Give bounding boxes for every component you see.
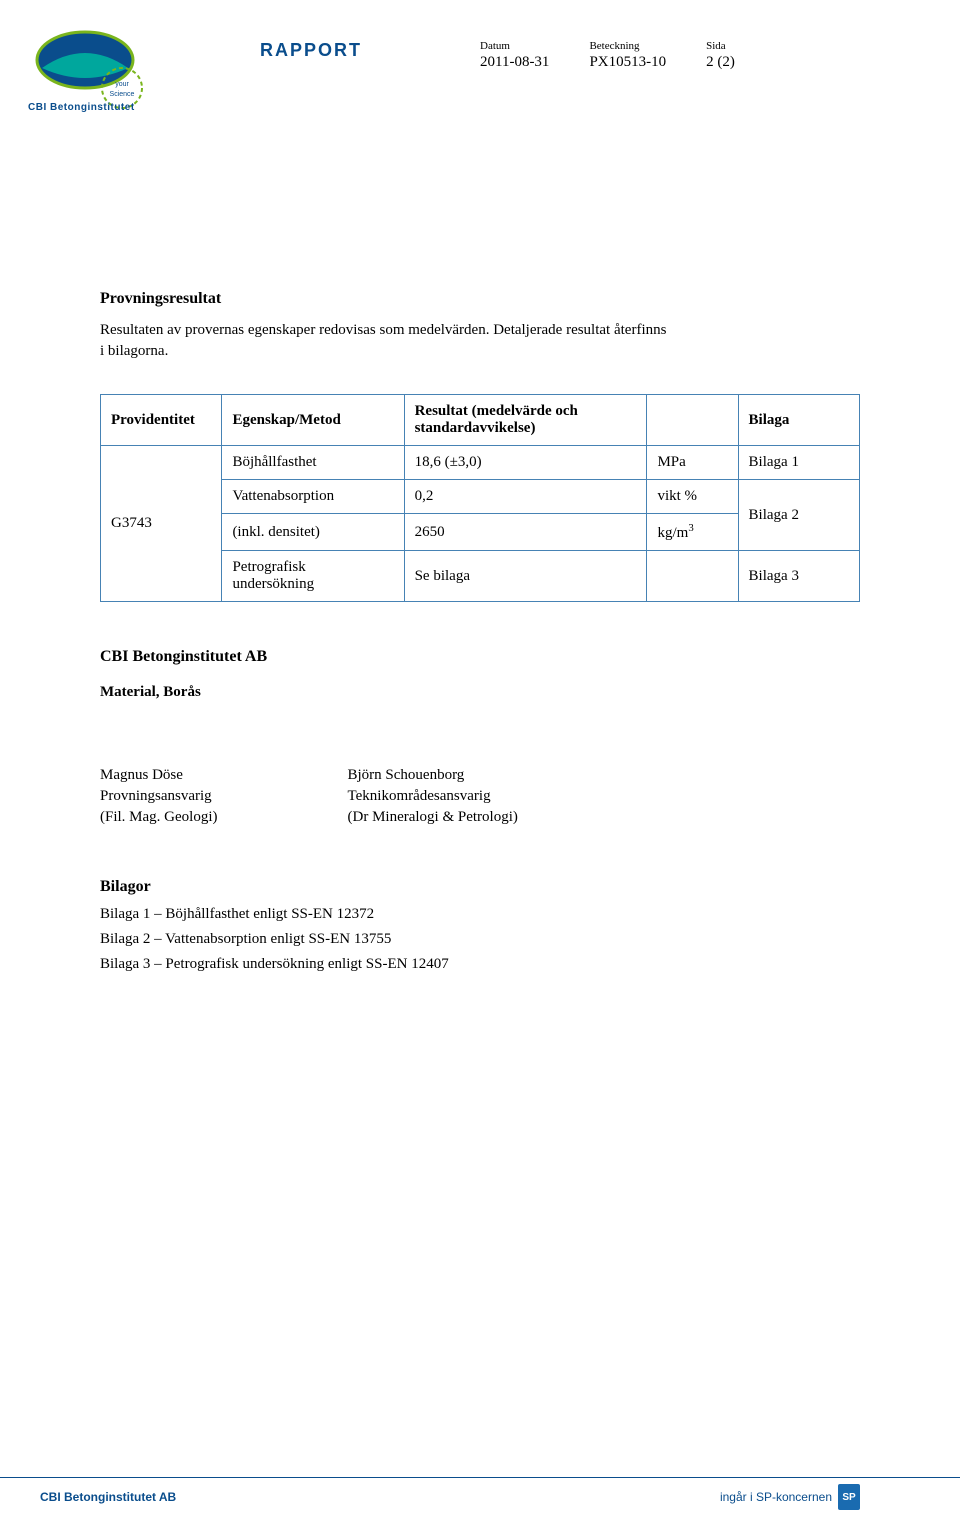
cell-prop-line: undersökning [232,576,314,592]
th-providentitet: Providentitet [101,395,222,446]
meta-value-beteckning: PX10513-10 [589,54,666,71]
cell-unit [647,551,738,602]
sign-title: (Dr Mineralogi & Petrologi) [348,807,518,828]
logo-text: CBI Betonginstitutet [28,102,135,113]
sp-badge-icon: SP [838,1484,860,1510]
results-table: Providentitet Egenskap/Metod Resultat (m… [100,394,860,602]
page-content: your Science CBI Betonginstitutet RAPPOR… [0,0,960,973]
cell-res: Se bilaga [404,551,647,602]
signature-left: Magnus Döse Provningsansvarig (Fil. Mag.… [100,765,218,828]
table-row: G3743 Böjhållfasthet 18,6 (±3,0) MPa Bil… [101,446,860,480]
cell-unit: vikt % [647,480,738,514]
cell-bilaga: Bilaga 2 [738,480,859,551]
meta-sida: Sida 2 (2) [706,40,735,71]
org-name: CBI Betonginstitutet AB [100,648,860,666]
cell-prop: (inkl. densitet) [222,514,404,551]
cell-bilaga: Bilaga 1 [738,446,859,480]
sign-role: Provningsansvarig [100,786,218,807]
intro-line: i bilagorna. [100,343,168,359]
meta-value-datum: 2011-08-31 [480,54,549,71]
cell-bilaga: Bilaga 3 [738,551,859,602]
sign-title: (Fil. Mag. Geologi) [100,807,218,828]
attachments-section: Bilagor Bilaga 1 – Böjhållfasthet enligt… [100,878,860,973]
attachments-heading: Bilagor [100,878,860,896]
cell-prop: Vattenabsorption [222,480,404,514]
sign-role: Teknikområdesansvarig [348,786,518,807]
org-dept: Material, Borås [100,684,860,701]
cell-unit-sup: 3 [688,522,693,534]
intro-paragraph: Resultaten av provernas egenskaper redov… [100,320,860,362]
cell-prop: Petrografisk undersökning [222,551,404,602]
attachment-item: Bilaga 2 – Vattenabsorption enligt SS-EN… [100,931,860,948]
report-title: RAPPORT [260,40,480,61]
footer-right-text: ingår i SP-koncernen [720,1490,832,1504]
cell-unit-text: kg/m [657,525,688,541]
page-footer: CBI Betonginstitutet AB ingår i SP-konce… [0,1477,960,1510]
cell-providentitet: G3743 [101,446,222,602]
cell-unit: kg/m3 [647,514,738,551]
meta-datum: Datum 2011-08-31 [480,40,549,71]
attachment-item: Bilaga 3 – Petrografisk undersökning enl… [100,956,860,973]
cell-res: 18,6 (±3,0) [404,446,647,480]
sign-name: Magnus Döse [100,765,218,786]
th-bilaga: Bilaga [738,395,859,446]
svg-text:your: your [115,81,129,88]
th-unit [647,395,738,446]
table-header-row: Providentitet Egenskap/Metod Resultat (m… [101,395,860,446]
meta-label-sida: Sida [706,40,735,52]
org-block: CBI Betonginstitutet AB Material, Borås [100,648,860,701]
footer-right: ingår i SP-koncernen SP [720,1484,860,1510]
meta-beteckning: Beteckning PX10513-10 [589,40,666,71]
footer-left: CBI Betonginstitutet AB [40,1490,176,1504]
attachment-item: Bilaga 1 – Böjhållfasthet enligt SS-EN 1… [100,906,860,923]
cell-unit: MPa [647,446,738,480]
main-content: Provningsresultat Resultaten av proverna… [100,290,860,973]
cell-res: 2650 [404,514,647,551]
logo-area: your Science CBI Betonginstitutet [100,30,260,170]
section-heading: Provningsresultat [100,290,860,308]
th-egenskap: Egenskap/Metod [222,395,404,446]
meta-label-beteckning: Beteckning [589,40,666,52]
cell-prop: Böjhållfasthet [222,446,404,480]
header: your Science CBI Betonginstitutet RAPPOR… [100,30,860,170]
meta-value-sida: 2 (2) [706,54,735,71]
header-meta: Datum 2011-08-31 Beteckning PX10513-10 S… [480,40,860,71]
cell-res: 0,2 [404,480,647,514]
cell-prop-line: Petrografisk [232,559,305,575]
th-resultat: Resultat (medelvärde och standardavvikel… [404,395,647,446]
svg-text:Science: Science [110,91,135,98]
sign-name: Björn Schouenborg [348,765,518,786]
signature-row: Magnus Döse Provningsansvarig (Fil. Mag.… [100,765,860,828]
meta-label-datum: Datum [480,40,549,52]
intro-line: Resultaten av provernas egenskaper redov… [100,322,666,338]
signature-right: Björn Schouenborg Teknikområdesansvarig … [348,765,518,828]
